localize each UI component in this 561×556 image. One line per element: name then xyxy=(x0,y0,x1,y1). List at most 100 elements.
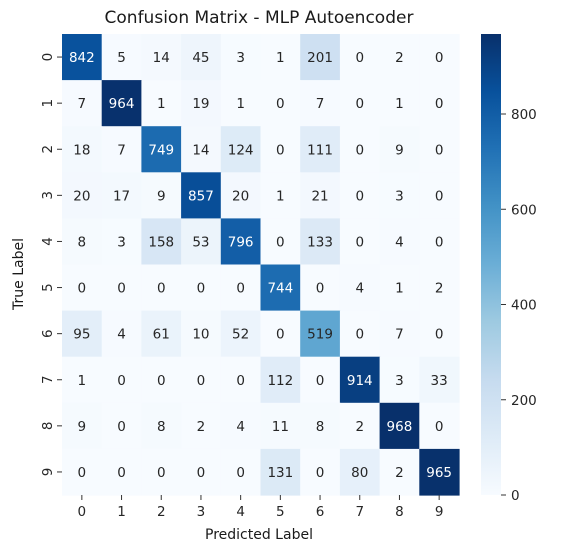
cell-value-label: 0 xyxy=(435,96,444,112)
heatmap-cell xyxy=(220,80,262,127)
heatmap-cell xyxy=(300,172,341,219)
cell-value-label: 0 xyxy=(157,281,166,297)
cell-value-label: 965 xyxy=(426,465,452,481)
cell-value-label: 0 xyxy=(355,327,364,343)
cell-value-label: 0 xyxy=(78,465,87,481)
heatmap-cell xyxy=(419,172,460,219)
heatmap-cell xyxy=(379,34,420,81)
y-tick-label: 4 xyxy=(40,237,56,246)
heatmap-cell xyxy=(300,80,341,127)
cell-value-label: 1 xyxy=(276,50,285,66)
cell-value-label: 80 xyxy=(351,465,368,481)
heatmap-cell xyxy=(62,80,103,127)
heatmap-cell xyxy=(141,34,182,81)
cell-value-label: 0 xyxy=(435,50,444,66)
y-tick-label: 7 xyxy=(40,375,56,384)
x-tick-label: 2 xyxy=(157,504,166,520)
cell-value-label: 0 xyxy=(435,234,444,250)
heatmap-cell xyxy=(260,356,301,404)
cell-value-label: 0 xyxy=(316,281,325,297)
heatmap-cell xyxy=(141,80,182,127)
heatmap-cell xyxy=(141,310,182,358)
cell-value-label: 0 xyxy=(236,465,245,481)
heatmap-cell xyxy=(141,402,182,450)
cell-value-label: 0 xyxy=(355,234,364,250)
cell-value-label: 3 xyxy=(395,373,404,389)
cell-value-label: 17 xyxy=(113,188,130,204)
cell-value-label: 131 xyxy=(267,465,293,481)
heatmap-cell xyxy=(141,264,182,312)
heatmap-cell xyxy=(300,34,341,81)
cell-value-label: 111 xyxy=(307,142,333,158)
cell-value-label: 0 xyxy=(355,188,364,204)
cell-value-label: 14 xyxy=(153,50,170,66)
y-tick-label: 1 xyxy=(40,99,56,108)
cell-value-label: 0 xyxy=(117,281,126,297)
heatmap-cell xyxy=(181,80,222,127)
y-axis-label: True Label xyxy=(11,238,27,311)
heatmap-cell xyxy=(181,356,222,404)
heatmap-cell xyxy=(62,126,103,173)
heatmap-cell xyxy=(220,126,262,173)
heatmap-cell xyxy=(220,356,262,404)
cell-value-label: 0 xyxy=(355,142,364,158)
cell-value-label: 11 xyxy=(272,419,289,435)
heatmap-cell xyxy=(379,172,420,219)
heatmap-cell xyxy=(379,402,420,450)
heatmap-cell xyxy=(339,218,381,266)
heatmap-cell xyxy=(260,310,301,358)
cell-value-label: 112 xyxy=(267,373,293,389)
cell-value-label: 33 xyxy=(431,373,448,389)
cell-value-label: 0 xyxy=(316,373,325,389)
cell-value-label: 4 xyxy=(395,234,404,250)
y-tick-label: 2 xyxy=(40,145,56,154)
y-tick-label: 8 xyxy=(40,422,56,431)
y-axis-ticks: 0 1 2 3 4 5 6 7 8 9 xyxy=(40,53,62,476)
x-tick-label: 7 xyxy=(355,504,364,520)
cell-value-label: 2 xyxy=(395,50,404,66)
heatmap-cell xyxy=(101,218,142,266)
chart-title: Confusion Matrix - MLP Autoencoder xyxy=(105,8,414,28)
heatmap-cell xyxy=(260,80,301,127)
cell-value-label: 20 xyxy=(73,188,90,204)
heatmap-cell xyxy=(101,448,142,496)
colorbar-tick-label: 600 xyxy=(511,202,537,218)
heatmap-cell xyxy=(260,218,301,266)
heatmap-cell xyxy=(220,448,262,496)
cell-value-label: 0 xyxy=(78,281,87,297)
cell-value-label: 7 xyxy=(395,327,404,343)
heatmap-cell xyxy=(220,264,262,312)
heatmap-cell xyxy=(220,218,262,266)
heatmap-cell xyxy=(379,310,420,358)
colorbar-tick-label: 400 xyxy=(511,298,537,314)
heatmap-cell xyxy=(379,356,420,404)
heatmap-cell xyxy=(181,448,222,496)
heatmap-cell xyxy=(181,34,222,81)
cell-value-label: 3 xyxy=(236,50,245,66)
cell-value-label: 21 xyxy=(311,188,328,204)
cell-value-label: 0 xyxy=(435,188,444,204)
heatmap-cell xyxy=(141,218,182,266)
heatmap-cell xyxy=(62,218,103,266)
cell-value-label: 1 xyxy=(395,281,404,297)
cell-value-label: 0 xyxy=(197,465,206,481)
cell-value-label: 0 xyxy=(276,142,285,158)
cell-value-label: 1 xyxy=(78,373,87,389)
cell-value-label: 20 xyxy=(232,188,249,204)
heatmap-cell xyxy=(220,172,262,219)
heatmap-cell xyxy=(300,218,341,266)
cell-value-label: 158 xyxy=(148,234,174,250)
cell-value-label: 1 xyxy=(395,96,404,112)
heatmap-cell xyxy=(260,34,301,81)
cell-value-label: 2 xyxy=(197,419,206,435)
heatmap-cell xyxy=(339,402,381,450)
colorbar-tick-label: 0 xyxy=(511,488,520,504)
heatmap-cell xyxy=(101,356,142,404)
cell-value-label: 8 xyxy=(157,419,166,435)
heatmap-cell xyxy=(300,402,341,450)
heatmap-cell xyxy=(419,218,460,266)
colorbar-tick-label: 800 xyxy=(511,107,537,123)
heatmap-cell xyxy=(181,402,222,450)
colorbar-tick-label: 200 xyxy=(511,393,537,409)
